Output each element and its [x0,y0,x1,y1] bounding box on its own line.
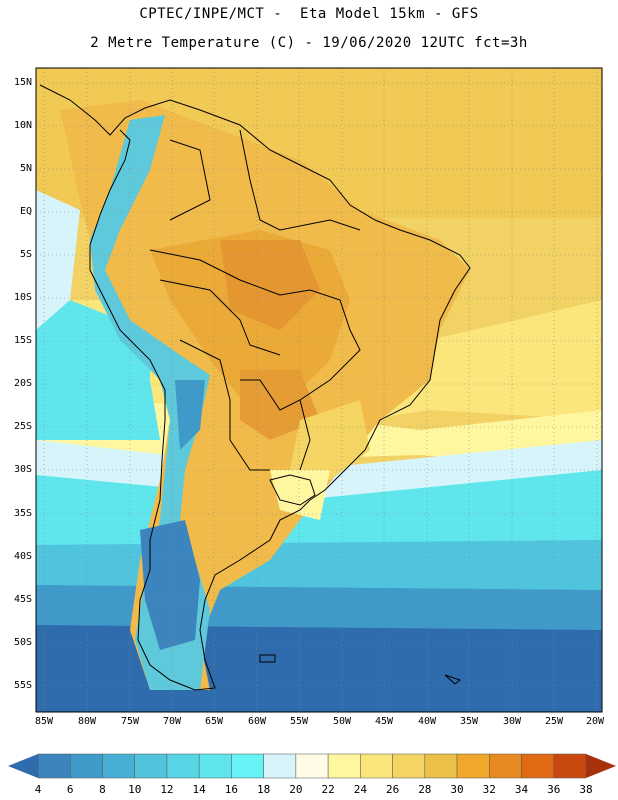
colorbar-cell [69,753,103,779]
lon-label: 30W [502,716,522,727]
lon-label: 55W [289,716,309,727]
lat-label: 55S [13,680,32,691]
colorbar-cell [327,753,361,779]
colorbar-cell [231,753,264,779]
lon-label: 45W [374,716,394,727]
colorbar-label: 10 [128,783,142,796]
colorbar-label: 28 [418,783,432,796]
colorbar-label: 26 [385,783,400,796]
lat-label: 45S [13,594,32,605]
lon-label: 50W [332,716,352,727]
colorbar-cell [489,753,522,779]
colorbar-max-arrow [586,754,616,778]
colorbar-label: 32 [482,783,496,796]
colorbar-cell [37,753,71,779]
colorbar-cell [424,753,458,779]
colorbar-label: 12 [160,783,174,796]
lon-label: 70W [162,716,182,727]
lat-label: 50S [13,637,32,648]
lat-label: EQ [19,206,32,217]
lat-label: 10N [13,120,32,131]
map-frame [35,67,603,713]
coastline [39,84,471,691]
colorbar-label: 16 [224,783,239,796]
lon-label: 60W [247,716,267,727]
colorbar-label: 8 [99,783,106,796]
colorbar-cell [166,753,200,779]
colorbar-cell [263,753,297,779]
colorbar-label: 30 [450,783,464,796]
colorbar-label: 18 [257,783,271,796]
temperature-field [36,68,602,712]
lon-label: 35W [459,716,479,727]
colorbar-label: 38 [579,783,593,796]
lat-label: 15N [13,77,32,88]
colorbar-cell [360,753,393,779]
lat-label: 15S [13,335,32,346]
lat-label: 10S [13,292,32,303]
lat-label: 20S [13,378,32,389]
lat-label: 5S [19,249,32,260]
colorbar-label: 24 [353,783,367,796]
lat-label: 25S [13,421,32,432]
lat-label: 30S [13,464,32,475]
lon-label: 65W [204,716,224,727]
colorbar-label: 36 [547,783,561,796]
map-title-line2: 2 Metre Temperature (C) - 19/06/2020 12U… [90,35,528,51]
lon-label: 80W [77,716,97,727]
colorbar-label: 6 [66,783,74,796]
colorbar-label: 14 [192,783,206,796]
lat-label: 5N [19,163,32,174]
lon-label: 75W [120,716,140,727]
colorbar-cell [553,753,587,779]
colorbar-cell [392,753,426,779]
colorbar-cell [198,753,232,779]
colorbar-min-arrow [8,754,38,778]
lon-label: 25W [544,716,564,727]
colorbar-cell [456,753,490,779]
colorbar [8,753,616,779]
lat-label: 40S [13,551,32,562]
map-title-line1: CPTEC/INPE/MCT - Eta Model 15km - GFS [139,6,479,22]
lon-label: 85W [34,716,54,727]
lat-label: 35S [13,508,32,519]
lon-label: 40W [417,716,437,727]
colorbar-cell [102,753,135,779]
colorbar-cell [134,753,168,779]
colorbar-cell [521,753,555,779]
lon-label: 20W [585,716,605,727]
graticule [36,68,602,712]
colorbar-label: 22 [321,783,335,796]
colorbar-cell [295,753,329,779]
colorbar-label: 4 [34,783,42,796]
colorbar-label: 34 [514,783,529,796]
colorbar-label: 20 [289,783,303,796]
